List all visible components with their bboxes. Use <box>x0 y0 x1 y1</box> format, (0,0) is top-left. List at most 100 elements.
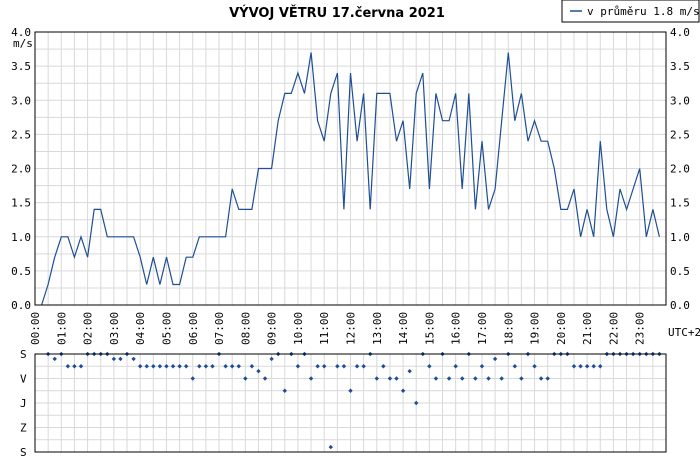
direction-plot-frame <box>34 353 667 453</box>
direction-point <box>72 364 77 369</box>
y-tick-label-right: 3.0 <box>670 94 690 107</box>
x-tick-label: 05:00 <box>160 312 173 345</box>
y-tick-label-left: 4.0 <box>11 26 31 39</box>
direction-point <box>262 376 268 381</box>
x-tick-label: 11:00 <box>318 312 331 345</box>
direction-point <box>354 364 360 369</box>
direction-point <box>78 364 84 369</box>
direction-point <box>164 364 169 369</box>
x-tick-label: 20:00 <box>555 312 568 345</box>
x-tick-label: 19:00 <box>529 312 542 345</box>
speed-series-line <box>41 52 660 306</box>
direction-point <box>170 364 176 369</box>
direction-point <box>433 376 439 381</box>
direction-points <box>45 351 662 450</box>
x-tick-label: 12:00 <box>345 312 358 345</box>
direction-point <box>519 376 524 381</box>
direction-point <box>243 376 248 381</box>
x-tick-label: 03:00 <box>108 312 121 345</box>
x-tick-label: 17:00 <box>476 312 489 345</box>
x-tick-label: 09:00 <box>266 312 279 345</box>
direction-point <box>190 376 195 381</box>
direction-point <box>118 356 123 362</box>
speed-grid <box>34 31 667 306</box>
legend: v průměru 1.8 m/s <box>561 0 700 23</box>
direction-tick-label: S <box>20 348 27 361</box>
y-tick-label-left: 3.5 <box>11 60 31 73</box>
direction-point <box>486 376 491 381</box>
x-tick-label: 21:00 <box>581 312 594 345</box>
direction-point <box>598 364 603 369</box>
direction-grid <box>34 353 667 453</box>
x-tick-label: 00:00 <box>29 312 42 345</box>
direction-point <box>578 364 583 369</box>
speed-y-tick-labels: 0.0 0.0 0.5 0.5 1.0 1.0 1.5 1.5 2.0 2.0 2.5 2.5 3.0 3… <box>11 26 690 312</box>
direction-point <box>197 364 202 369</box>
direction-point <box>361 364 366 369</box>
x-tick-label: 06:00 <box>187 312 200 345</box>
legend-box <box>561 0 700 23</box>
direction-point <box>394 376 399 381</box>
direction-point <box>131 356 136 362</box>
y-unit-label: m/s <box>13 37 33 50</box>
direction-point <box>52 356 57 362</box>
y-tick-label-left: 1.0 <box>11 231 31 244</box>
direction-point <box>532 364 537 369</box>
x-tick-label: 16:00 <box>450 312 463 345</box>
direction-point <box>229 364 235 369</box>
x-tick-label: 10:00 <box>292 312 305 345</box>
direction-point <box>407 368 412 374</box>
x-tick-label: 02:00 <box>82 312 95 345</box>
direction-point <box>157 364 163 369</box>
x-tick-label: 14:00 <box>397 312 410 345</box>
x-timezone-label: UTC+2 <box>668 326 700 339</box>
direction-point <box>381 364 386 369</box>
direction-point <box>203 364 209 369</box>
direction-point <box>427 364 432 369</box>
y-tick-label-left: 1.5 <box>11 197 31 210</box>
direction-point <box>111 356 117 362</box>
y-tick-label-right: 1.5 <box>670 197 690 210</box>
y-tick-label-left: 0.5 <box>11 265 31 278</box>
y-tick-label-right: 0.5 <box>670 265 690 278</box>
legend-entry: v průměru 1.8 m/s <box>587 5 700 18</box>
direction-point <box>144 364 149 369</box>
y-tick-label-right: 0.0 <box>670 299 690 312</box>
direction-point <box>571 364 577 369</box>
x-tick-label: 22:00 <box>607 312 620 345</box>
direction-point <box>584 364 590 369</box>
direction-tick-label: Z <box>20 422 27 435</box>
x-tick-label: 01:00 <box>55 312 68 345</box>
direction-point <box>137 364 143 369</box>
speed-x-tick-labels: 00:00 01:00 02:00 03:00 04:00 05:00 06:00 07:00… <box>29 312 647 345</box>
direction-point <box>295 364 301 369</box>
chart-title: VÝVOJ VĚTRU 17.června 2021 <box>229 5 445 21</box>
direction-point <box>591 364 596 369</box>
y-tick-label-left: 2.5 <box>11 128 31 141</box>
direction-point <box>348 388 353 393</box>
direction-point <box>492 356 498 362</box>
direction-point <box>414 400 419 406</box>
direction-point <box>328 444 333 450</box>
direction-point <box>453 364 458 369</box>
direction-point <box>308 376 314 381</box>
y-tick-label-right: 4.0 <box>670 26 690 39</box>
direction-tick-label: V <box>20 373 27 386</box>
direction-point <box>460 376 465 381</box>
x-tick-label: 15:00 <box>423 312 436 345</box>
speed-series <box>41 52 660 306</box>
x-tick-label: 13:00 <box>371 312 384 345</box>
x-tick-label: 18:00 <box>502 312 515 345</box>
direction-point <box>315 364 320 369</box>
y-tick-label-right: 3.5 <box>670 60 690 73</box>
direction-point <box>512 364 518 369</box>
y-tick-label-left: 2.0 <box>11 163 31 176</box>
direction-point <box>223 364 228 369</box>
x-tick-label: 07:00 <box>213 312 226 345</box>
direction-point <box>65 364 71 369</box>
direction-point <box>151 364 156 369</box>
y-tick-label-right: 2.0 <box>670 163 690 176</box>
direction-point <box>499 376 504 381</box>
direction-tick-label: J <box>20 397 27 410</box>
